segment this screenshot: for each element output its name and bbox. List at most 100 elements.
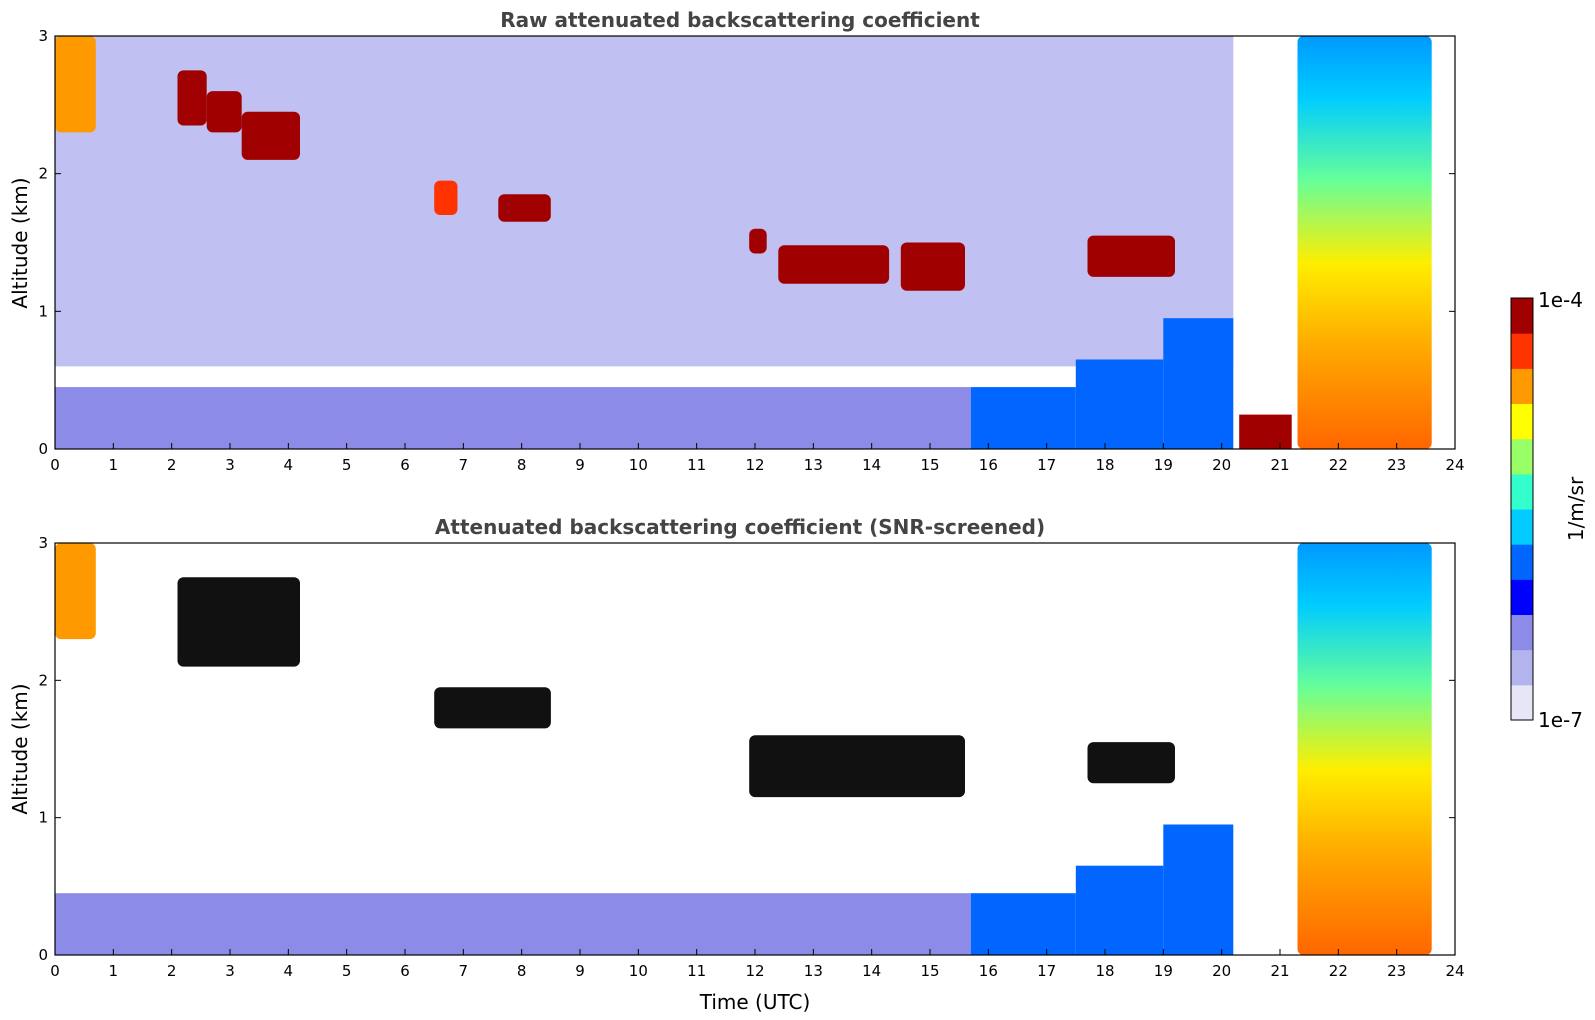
x-tick-label: 10 (629, 456, 648, 474)
colorbar-swatch (1511, 509, 1533, 545)
layer-region (55, 387, 971, 449)
colorbar-swatch (1511, 579, 1533, 615)
x-tick-label: 21 (1270, 456, 1289, 474)
colorbar-swatch (1511, 438, 1533, 475)
colorbar-frame (1510, 297, 1534, 721)
colorbar-swatch (1511, 544, 1533, 580)
noise-region (55, 36, 1234, 367)
heatmap-screened (55, 543, 1432, 955)
layer-region (970, 387, 1076, 449)
x-tick-label: 2 (167, 962, 177, 980)
panel-raw: Raw attenuated backscattering coefficien… (8, 8, 1465, 474)
x-tick-label: 22 (1329, 456, 1348, 474)
x-tick-label: 15 (920, 456, 939, 474)
y-tick-label: 0 (38, 946, 48, 964)
x-tick-label: 24 (1445, 456, 1464, 474)
heatmap-raw (55, 36, 1432, 449)
y-tick-label: 1 (38, 302, 48, 320)
cloud-region (1087, 235, 1175, 277)
layer-region (1075, 359, 1164, 449)
x-tick-label: 9 (575, 456, 585, 474)
y-axis-label-raw: Altitude (km) (8, 177, 32, 308)
cloud-region (434, 180, 458, 215)
y-tick-label: 1 (38, 809, 48, 827)
y-ticks-raw: 0 1 2 3 (38, 27, 1455, 458)
panel-screened: Attenuated backscattering coefficient (S… (8, 515, 1465, 1014)
cloud-region (1087, 742, 1175, 784)
layer-region (1163, 824, 1234, 955)
layer-region (970, 893, 1076, 955)
x-tick-label: 20 (1212, 456, 1231, 474)
x-tick-label: 6 (400, 962, 410, 980)
cloud-region (778, 245, 890, 284)
x-ticks-raw: 0 1 2 3 4 5 6 7 8 9 10 11 12 13 14 15 16 17 18 19 20 21 22 23 24 (50, 443, 1465, 474)
x-tick-label: 6 (400, 456, 410, 474)
x-tick-label: 5 (342, 962, 352, 980)
x-tick-label: 1 (109, 962, 119, 980)
x-tick-label: 17 (1037, 962, 1056, 980)
x-tick-label: 12 (745, 456, 764, 474)
x-axis-label: Time (UTC) (699, 990, 811, 1014)
x-tick-label: 16 (979, 456, 998, 474)
colorbar-swatch (1511, 473, 1533, 510)
x-tick-label: 18 (1095, 962, 1114, 980)
x-tick-label: 13 (804, 456, 823, 474)
colorbar-swatch (1511, 649, 1533, 686)
colorbar-swatch (1511, 368, 1533, 404)
panel-title-raw: Raw attenuated backscattering coefficien… (500, 8, 980, 32)
x-tick-label: 14 (862, 962, 881, 980)
colorbar-strip (1511, 298, 1533, 721)
panel-title-screened: Attenuated backscattering coefficient (S… (435, 515, 1045, 539)
cloud-region (1297, 36, 1432, 449)
y-ticks-screened: 0 1 2 3 (38, 534, 1455, 964)
x-tick-label: 3 (225, 962, 235, 980)
x-tick-label: 20 (1212, 962, 1231, 980)
cloud-region (749, 228, 767, 254)
x-tick-label: 19 (1154, 962, 1173, 980)
x-tick-label: 8 (517, 962, 527, 980)
cloud-region (206, 91, 242, 133)
colorbar: 1e-4 1e-7 1/m/sr (1510, 288, 1588, 732)
cloud-region (177, 70, 207, 126)
x-tick-label: 7 (459, 456, 469, 474)
x-tick-label: 0 (50, 456, 60, 474)
x-tick-label: 9 (575, 962, 585, 980)
x-tick-label: 10 (629, 962, 648, 980)
x-tick-label: 23 (1387, 456, 1406, 474)
colorbar-swatch (1511, 684, 1533, 721)
x-tick-label: 16 (979, 962, 998, 980)
layer-region (1075, 865, 1164, 955)
x-tick-label: 4 (284, 456, 294, 474)
y-tick-label: 3 (38, 27, 48, 45)
x-tick-label: 18 (1095, 456, 1114, 474)
colorbar-max-label: 1e-4 (1538, 288, 1583, 312)
x-tick-label: 19 (1154, 456, 1173, 474)
x-tick-label: 1 (109, 456, 119, 474)
layer-region (1163, 318, 1234, 449)
cloud-region (434, 687, 551, 729)
x-tick-label: 13 (804, 962, 823, 980)
x-tick-label: 4 (284, 962, 294, 980)
y-tick-label: 2 (38, 165, 48, 183)
x-ticks-screened: 0 1 2 3 4 5 6 7 8 9 10 11 12 13 14 15 16 17 18 19 20 21 22 23 24 (50, 949, 1465, 980)
colorbar-min-label: 1e-7 (1538, 708, 1583, 732)
layer-region (1239, 414, 1292, 449)
x-tick-label: 8 (517, 456, 527, 474)
x-tick-label: 24 (1445, 962, 1464, 980)
x-tick-label: 0 (50, 962, 60, 980)
cloud-region (177, 577, 300, 667)
x-tick-label: 5 (342, 456, 352, 474)
colorbar-swatch (1511, 614, 1533, 651)
x-tick-label: 3 (225, 456, 235, 474)
x-tick-label: 15 (920, 962, 939, 980)
x-tick-label: 11 (687, 962, 706, 980)
x-tick-label: 21 (1270, 962, 1289, 980)
x-tick-label: 22 (1329, 962, 1348, 980)
x-tick-label: 14 (862, 456, 881, 474)
cloud-region (498, 194, 551, 222)
y-tick-label: 2 (38, 671, 48, 689)
cloud-region (900, 242, 965, 291)
colorbar-swatch (1511, 333, 1533, 369)
cloud-region (241, 111, 300, 160)
colorbar-swatch (1511, 403, 1533, 440)
